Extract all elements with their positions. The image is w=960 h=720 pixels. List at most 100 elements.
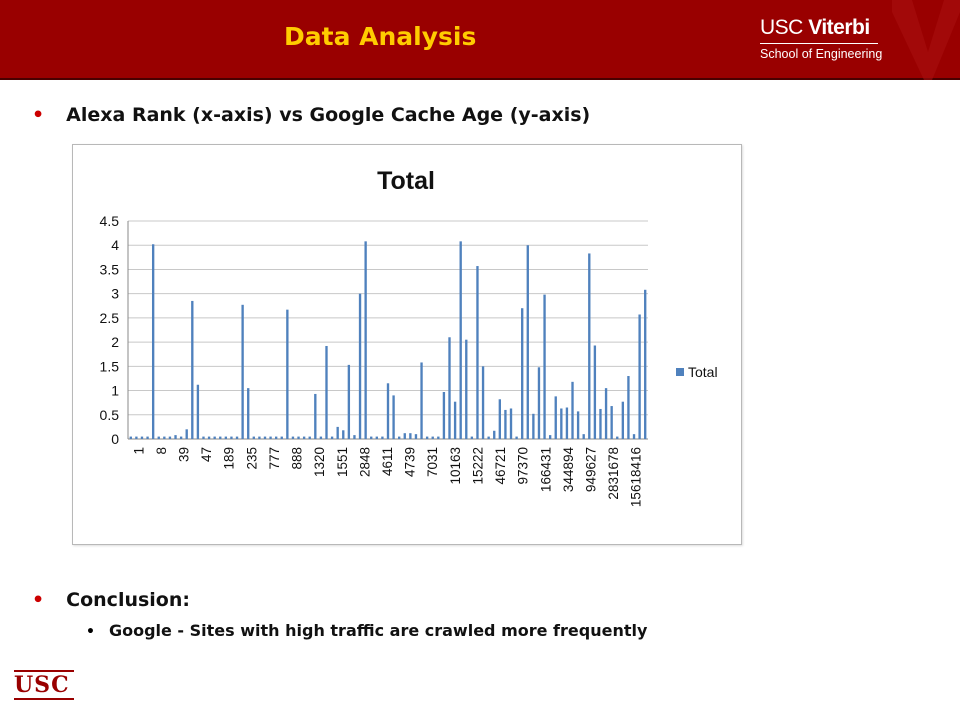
bar	[453, 401, 457, 439]
bar	[174, 435, 177, 439]
bar	[263, 436, 267, 439]
y-tick-label: 2.5	[100, 310, 120, 326]
bar	[481, 366, 485, 439]
bar	[610, 406, 613, 439]
bar	[302, 436, 306, 439]
bar	[537, 367, 541, 439]
bar	[571, 381, 574, 439]
bar	[258, 436, 261, 439]
x-tick-label: 7031	[425, 447, 440, 477]
usc-footer-logo: USC	[14, 670, 74, 710]
bar	[554, 396, 557, 439]
x-tick-label: 235	[244, 447, 259, 470]
bar	[314, 393, 317, 439]
bar	[437, 436, 440, 439]
bar	[565, 407, 569, 439]
bar	[442, 392, 446, 439]
bar	[632, 434, 636, 439]
bar	[487, 436, 490, 439]
bullet-icon: •	[32, 589, 45, 611]
chart-container: Total 0 0.5 1 1.5 2 2.5 3 3.5 4 4.5 1 8 39 47 189 235 777…	[72, 144, 742, 545]
bar	[493, 430, 496, 439]
bar	[548, 435, 552, 439]
bar	[616, 436, 619, 439]
bar	[135, 436, 138, 439]
bar	[576, 411, 580, 439]
bar	[465, 339, 468, 439]
x-tick-label: 166431	[538, 447, 553, 492]
x-tick-label: 1	[131, 447, 146, 455]
x-tick-label: 39	[177, 447, 192, 462]
bar	[448, 337, 451, 439]
bar	[431, 436, 434, 439]
bar	[146, 436, 149, 439]
y-tick-label: 0.5	[100, 407, 120, 423]
bar	[168, 436, 172, 439]
y-tick-label: 0	[111, 431, 119, 447]
bar	[157, 436, 160, 439]
x-tick-label: 4739	[403, 447, 418, 477]
x-tick-label: 15222	[470, 447, 485, 485]
logo-rule-bottom	[14, 698, 74, 700]
x-tick-label: 47	[199, 447, 214, 462]
bar	[526, 245, 529, 439]
bar	[476, 266, 479, 439]
bar	[308, 436, 311, 439]
bar	[604, 388, 608, 439]
x-tick-label: 344894	[561, 447, 576, 493]
bar	[560, 408, 563, 439]
viterbi-logo: USC Viterbi School of Engineering	[760, 16, 882, 61]
y-tick-label: 1	[111, 383, 119, 399]
x-tick-label: 97370	[516, 447, 531, 485]
sub-bullet-text: Google - Sites with high traffic are cra…	[108, 621, 648, 640]
x-tick-label: 4611	[380, 447, 395, 476]
bar	[252, 436, 255, 439]
bar	[286, 309, 289, 439]
bar	[414, 434, 418, 439]
bar	[353, 435, 356, 439]
bar	[398, 436, 401, 439]
logo-rule-top	[14, 670, 74, 672]
bar	[403, 433, 406, 439]
conclusion-text: Conclusion:	[66, 589, 190, 611]
bar	[191, 300, 194, 439]
bullet-main-text: Alexa Rank (x-axis) vs Google Cache Age …	[66, 104, 591, 126]
bar	[498, 399, 502, 439]
bar	[543, 294, 546, 439]
bar	[230, 436, 233, 439]
slide-header: Data Analysis USC Viterbi School of Engi…	[0, 0, 960, 80]
bar	[392, 395, 395, 439]
logo-school-text: School of Engineering	[760, 47, 883, 61]
bar	[470, 436, 474, 439]
bar	[515, 436, 518, 439]
bar	[274, 436, 278, 439]
chart-title: Total	[377, 167, 435, 195]
x-tick-label: 46721	[493, 447, 508, 485]
bar	[364, 241, 367, 439]
bar	[409, 433, 412, 439]
bar	[347, 364, 351, 439]
bar	[420, 362, 423, 439]
bar	[621, 401, 625, 439]
x-tick-label: 1551	[335, 447, 350, 477]
x-tick-label: 10163	[448, 447, 463, 485]
bar	[532, 413, 535, 439]
bar	[459, 241, 462, 439]
legend-swatch	[676, 368, 684, 376]
bar	[224, 436, 228, 439]
logo-usc-text: USC	[760, 16, 809, 39]
bar	[325, 345, 328, 439]
y-tick-label: 4.5	[100, 213, 120, 229]
bar	[185, 429, 188, 439]
logo-divider	[760, 43, 878, 44]
x-tick-label: 2831678	[606, 447, 621, 500]
bar	[291, 436, 295, 439]
x-tick-label: 777	[267, 447, 282, 470]
viterbi-v-watermark-icon	[892, 0, 960, 80]
bar	[140, 436, 144, 439]
legend-label: Total	[688, 364, 718, 380]
bar	[151, 244, 155, 439]
bar	[213, 436, 216, 439]
bar	[163, 436, 166, 439]
